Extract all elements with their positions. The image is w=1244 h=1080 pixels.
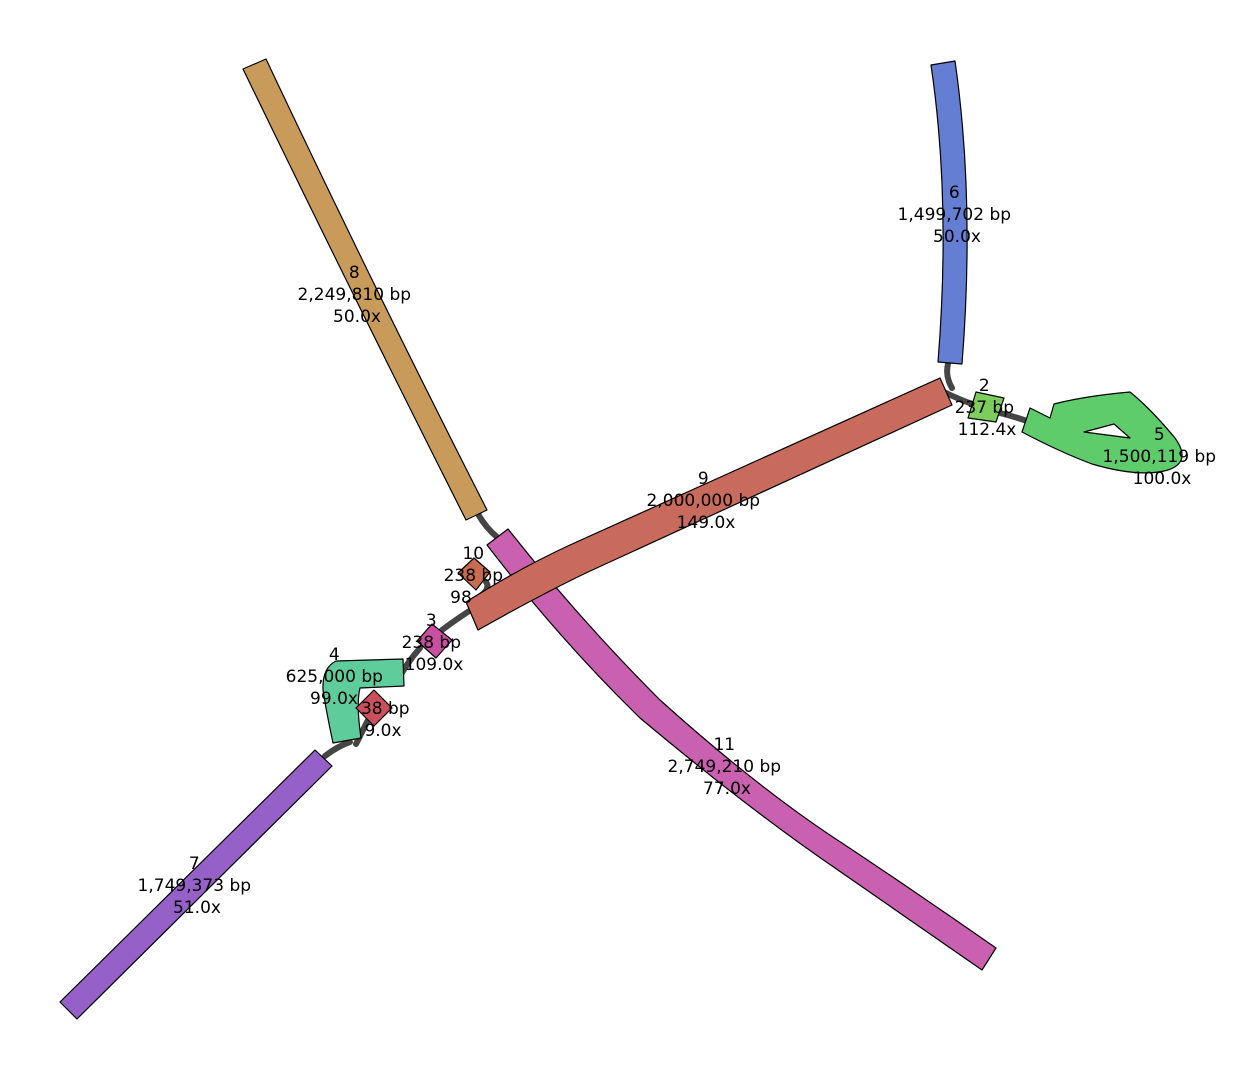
label-3: 3 238 bp 109.0x xyxy=(402,611,467,675)
label-38bp: 38 bp 9.0x xyxy=(361,699,415,741)
node-2-depth: 112.4x xyxy=(958,420,1017,440)
node-3[interactable] xyxy=(416,623,453,659)
edge-8-10 xyxy=(475,511,500,540)
node-5-name: 5 xyxy=(1154,425,1165,445)
node-2[interactable] xyxy=(967,391,1005,423)
node-3-length: 238 bp xyxy=(402,633,461,653)
node-9[interactable] xyxy=(465,377,953,631)
node-10-name: 10 xyxy=(462,544,484,564)
node-8-depth: 50.0x xyxy=(333,307,381,327)
edge-7-4 xyxy=(322,739,353,759)
node-3-name: 3 xyxy=(426,611,437,631)
node-4[interactable] xyxy=(322,658,405,744)
node-5-length: 1,500,119 bp xyxy=(1103,447,1217,467)
node-10[interactable] xyxy=(457,557,491,591)
node-labels: 8 2,249,810 bp 50.0x 6 1,499,702 bp 50.0… xyxy=(138,183,1222,918)
label-6: 6 1,499,702 bp 50.0x xyxy=(898,183,1017,247)
edge-2-5 xyxy=(997,410,1027,423)
node-6-depth: 50.0x xyxy=(933,227,981,247)
graph-edges xyxy=(322,361,1027,759)
edge-4-12 xyxy=(353,717,371,747)
node-38bp-depth: 9.0x xyxy=(364,721,401,741)
node-11[interactable] xyxy=(486,528,997,971)
node-5[interactable] xyxy=(1021,391,1183,474)
node-38bp-length: 38 bp xyxy=(361,699,410,719)
label-11: 11 2,749,210 bp 77.0x xyxy=(668,735,787,799)
node-7[interactable] xyxy=(59,749,333,1020)
node-10-depth: 98 xyxy=(450,588,472,608)
label-7: 7 1,749,373 bp 51.0x xyxy=(138,854,257,918)
node-7-depth: 51.0x xyxy=(173,898,221,918)
node-11-name: 11 xyxy=(713,735,735,755)
label-9: 9 2,000,000 bp 149.0x xyxy=(647,469,766,533)
label-4: 4 625,000 bp 99.0x xyxy=(286,645,389,709)
node-2-length: 237 bp xyxy=(955,398,1014,418)
node-9-length: 2,000,000 bp xyxy=(647,491,761,511)
node-2-name: 2 xyxy=(979,376,990,396)
node-3-depth: 109.0x xyxy=(405,655,464,675)
node-4-name: 4 xyxy=(329,645,340,665)
node-11-length: 2,749,210 bp xyxy=(668,757,782,777)
node-9-name: 9 xyxy=(698,469,709,489)
node-6-name: 6 xyxy=(949,183,960,203)
node-8-name: 8 xyxy=(349,263,360,283)
node-7-length: 1,749,373 bp xyxy=(138,876,252,896)
label-2: 2 237 bp 112.4x xyxy=(955,376,1020,440)
label-8: 8 2,249,810 bp 50.0x xyxy=(298,263,417,327)
node-7-name: 7 xyxy=(189,854,200,874)
edge-6-9 xyxy=(944,361,955,391)
node-10-length: 238 bp xyxy=(444,566,503,586)
node-4-depth: 99.0x xyxy=(310,689,358,709)
label-10: 10 238 bp 98 xyxy=(444,544,509,608)
node-4-length: 625,000 bp xyxy=(286,667,383,687)
graph-nodes xyxy=(59,58,1183,1020)
label-5: 5 1,500,119 bp 100.0x xyxy=(1103,425,1222,489)
node-8[interactable] xyxy=(242,58,488,521)
node-11-depth: 77.0x xyxy=(703,779,751,799)
node-8-length: 2,249,810 bp xyxy=(298,285,412,305)
node-6-length: 1,499,702 bp xyxy=(898,205,1012,225)
node-38bp[interactable] xyxy=(355,689,393,727)
node-5-depth: 100.0x xyxy=(1133,469,1192,489)
edge-3-9 xyxy=(439,605,477,633)
node-6[interactable] xyxy=(930,60,968,365)
node-9-depth: 149.0x xyxy=(677,513,736,533)
